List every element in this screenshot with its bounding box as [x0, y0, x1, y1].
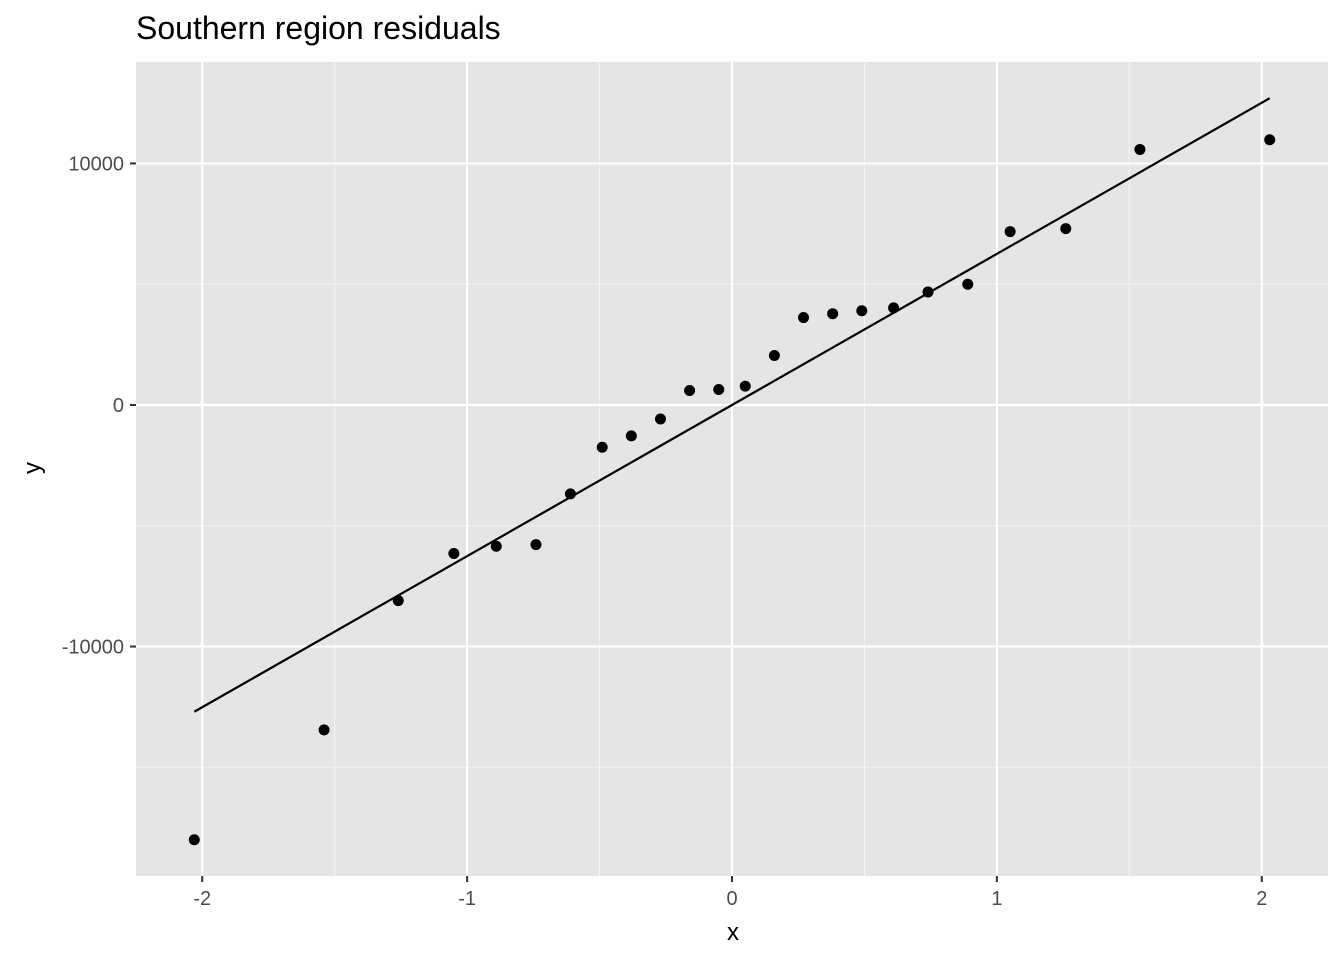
y-tick-label: 0 [113, 395, 124, 417]
data-point [490, 540, 502, 552]
x-tick-label: -2 [193, 888, 211, 910]
qq-reference-line [193, 97, 1271, 713]
data-point [596, 441, 608, 453]
chart-title: Southern region residuals [136, 10, 501, 46]
data-point [1004, 226, 1016, 238]
data-point [564, 488, 576, 500]
data-point [448, 548, 460, 560]
x-axis-title: x [727, 919, 739, 946]
x-tick-label: 2 [1256, 888, 1267, 910]
data-point [962, 278, 974, 290]
y-axis-ticks: 10000 0 -10000 [62, 153, 136, 659]
data-point [530, 539, 542, 551]
data-point [827, 308, 839, 320]
data-point [1060, 223, 1072, 235]
data-point [318, 724, 330, 736]
x-axis-ticks: -2 -1 0 1 2 [193, 876, 1267, 910]
data-point [856, 305, 868, 317]
y-axis-title: y [19, 462, 46, 474]
data-point [713, 384, 725, 396]
data-point [625, 430, 637, 442]
data-point [188, 834, 200, 846]
data-point [798, 312, 810, 324]
x-tick-label: -1 [458, 888, 476, 910]
data-point [922, 286, 934, 298]
data-point [392, 595, 404, 607]
data-point [654, 413, 666, 425]
x-tick-label: 1 [991, 888, 1002, 910]
data-point [768, 349, 780, 361]
data-point [888, 302, 900, 314]
data-points [188, 134, 1276, 846]
y-tick-label: -10000 [62, 637, 124, 659]
data-point [1264, 134, 1276, 146]
data-point [1134, 143, 1146, 155]
data-point [684, 384, 696, 396]
x-tick-label: 0 [726, 888, 737, 910]
y-tick-label: 10000 [68, 153, 124, 175]
data-point [739, 380, 751, 392]
